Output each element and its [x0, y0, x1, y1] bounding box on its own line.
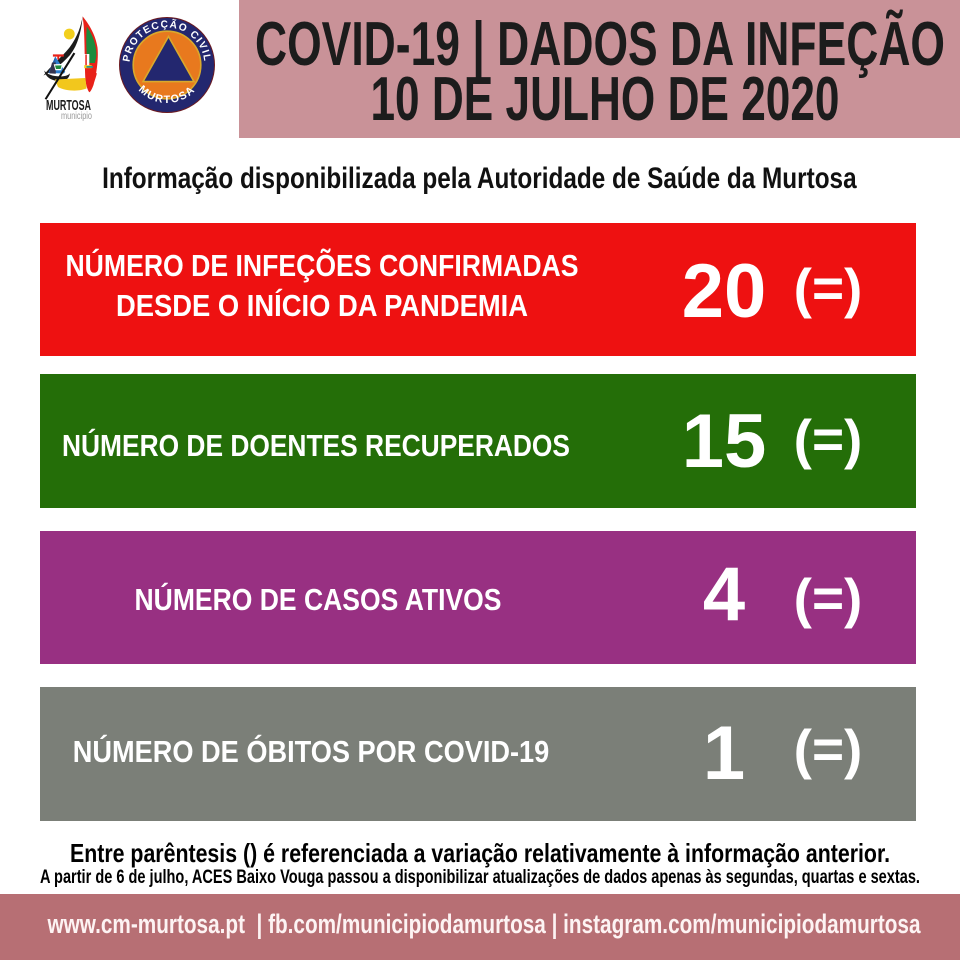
svg-text:municipio: municipio: [61, 111, 92, 122]
svg-text:MURTOSA: MURTOSA: [46, 98, 91, 114]
